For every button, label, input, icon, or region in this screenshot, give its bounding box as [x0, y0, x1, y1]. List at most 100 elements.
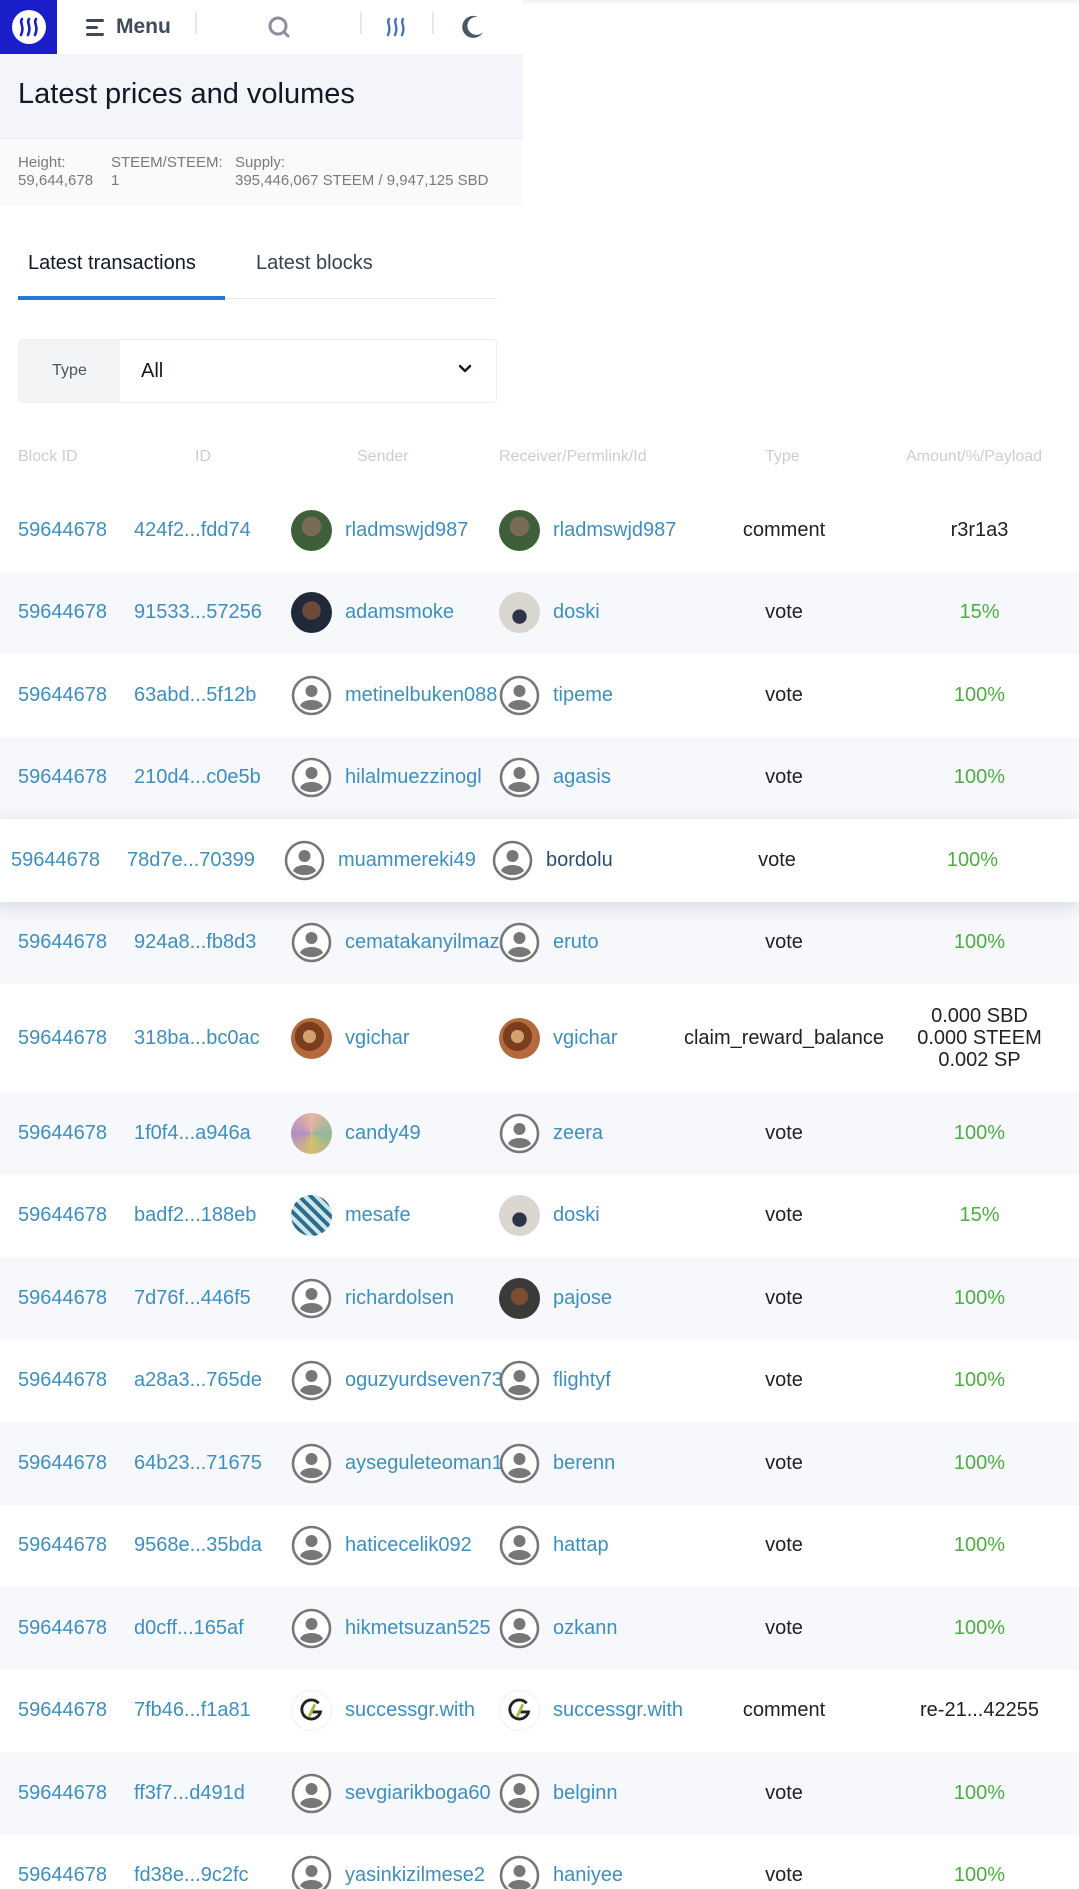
table-row[interactable]: 59644678 318ba...bc0ac vgichar vgichar claim… [0, 984, 1079, 1092]
table-row[interactable]: 59644678 d0cff...165af hikmetsuzan525 ozkan… [0, 1587, 1079, 1670]
transaction-id-link[interactable]: d0cff...165af [134, 1616, 244, 1639]
receiver-avatar[interactable] [499, 1855, 540, 1889]
transaction-id-link[interactable]: 318ba...bc0ac [134, 1026, 260, 1049]
receiver-avatar[interactable] [499, 757, 540, 798]
receiver-link[interactable]: agasis [553, 766, 611, 789]
block-id-link[interactable]: 59644678 [18, 1781, 107, 1804]
sender-avatar[interactable] [284, 840, 325, 881]
sender-avatar[interactable] [291, 1608, 332, 1649]
sender-avatar[interactable] [291, 1112, 332, 1154]
table-row[interactable]: 59644678 9568e...35bda haticecelik092 hatta… [0, 1504, 1079, 1587]
receiver-link[interactable]: tipeme [553, 683, 614, 706]
sender-link[interactable]: rladmswjd987 [345, 518, 469, 541]
sender-avatar[interactable] [291, 1360, 332, 1401]
transaction-id-link[interactable]: 924a8...fb8d3 [134, 931, 257, 954]
sender-link[interactable]: cematakanyilmaz [345, 931, 500, 954]
block-id-link[interactable]: 59644678 [18, 683, 107, 706]
transaction-id-link[interactable]: 9568e...35bda [134, 1534, 262, 1557]
receiver-link[interactable]: pajose [553, 1286, 612, 1309]
table-row[interactable]: 59644678 1f0f4...a946a candy49 zeera vote 100… [0, 1092, 1079, 1175]
type-select[interactable]: All [120, 340, 496, 402]
receiver-link[interactable]: flightyf [553, 1369, 611, 1392]
tab-latest-blocks[interactable]: Latest blocks [256, 252, 373, 274]
receiver-avatar[interactable] [499, 509, 540, 551]
receiver-link[interactable]: eruto [553, 931, 599, 954]
transaction-id-link[interactable]: fd38e...9c2fc [134, 1864, 249, 1887]
table-row[interactable]: 59644678 63abd...5f12b metinelbuken088 tipe… [0, 654, 1079, 737]
transaction-id-link[interactable]: 78d7e...70399 [127, 848, 255, 871]
sender-avatar[interactable] [291, 1773, 332, 1814]
table-row[interactable]: 59644678 7d76f...446f5 richardolsen pajose v… [0, 1257, 1079, 1340]
block-id-link[interactable]: 59644678 [18, 931, 107, 954]
table-row[interactable]: 59644678 a28a3...765de oguzyurdseven735 fli… [0, 1339, 1079, 1422]
block-id-link[interactable]: 59644678 [18, 1286, 107, 1309]
sender-avatar[interactable] [291, 592, 332, 634]
table-row[interactable]: 59644678 424f2...fdd74 rladmswjd987 rladmsw… [0, 489, 1079, 572]
receiver-link[interactable]: hattap [553, 1534, 609, 1557]
sender-link[interactable]: metinelbuken088 [345, 683, 498, 706]
block-id-link[interactable]: 59644678 [18, 518, 107, 541]
table-row[interactable]: 59644678 64b23...71675 ayseguleteoman15 ber… [0, 1422, 1079, 1505]
transaction-id-link[interactable]: 63abd...5f12b [134, 683, 257, 706]
transaction-id-link[interactable]: 1f0f4...a946a [134, 1121, 251, 1144]
receiver-link[interactable]: rladmswjd987 [553, 518, 677, 541]
receiver-link[interactable]: ozkann [553, 1616, 618, 1639]
search-icon[interactable] [261, 9, 297, 45]
tab-latest-transactions[interactable]: Latest transactions [28, 252, 196, 274]
sender-link[interactable]: successgr.with [345, 1699, 476, 1722]
transaction-id-link[interactable]: 7fb46...f1a81 [134, 1699, 251, 1722]
sender-avatar[interactable] [291, 922, 332, 963]
receiver-link[interactable]: doski [553, 601, 600, 624]
steem-logo-icon[interactable] [0, 0, 57, 54]
receiver-avatar[interactable] [499, 922, 540, 963]
sender-avatar[interactable] [291, 1195, 332, 1237]
sender-avatar[interactable] [291, 757, 332, 798]
receiver-avatar[interactable] [499, 1690, 540, 1732]
block-id-link[interactable]: 59644678 [11, 848, 100, 871]
block-id-link[interactable]: 59644678 [18, 1451, 107, 1474]
sender-avatar[interactable] [291, 1690, 332, 1732]
block-id-link[interactable]: 59644678 [18, 1121, 107, 1144]
block-id-link[interactable]: 59644678 [18, 1204, 107, 1227]
transaction-id-link[interactable]: ff3f7...d491d [134, 1781, 245, 1804]
steem-icon[interactable] [378, 9, 414, 45]
sender-avatar[interactable] [291, 1278, 332, 1319]
receiver-link[interactable]: bordolu [546, 848, 613, 871]
block-id-link[interactable]: 59644678 [18, 1534, 107, 1557]
transaction-id-link[interactable]: 424f2...fdd74 [134, 518, 251, 541]
receiver-link[interactable]: belginn [553, 1781, 618, 1804]
sender-link[interactable]: mesafe [345, 1204, 411, 1227]
sender-link[interactable]: hilalmuezzinogl [345, 766, 482, 789]
receiver-avatar[interactable] [499, 1017, 540, 1059]
moon-icon[interactable] [455, 9, 491, 45]
receiver-avatar[interactable] [499, 1773, 540, 1814]
sender-link[interactable]: richardolsen [345, 1286, 454, 1309]
receiver-avatar[interactable] [499, 1277, 540, 1319]
receiver-link[interactable]: berenn [553, 1451, 616, 1474]
receiver-avatar[interactable] [499, 675, 540, 716]
sender-link[interactable]: ayseguleteoman15 [345, 1451, 502, 1474]
table-row[interactable]: 59644678 7fb46...f1a81 successgr.with succe… [0, 1669, 1079, 1752]
table-row[interactable]: 59644678 ff3f7...d491d sevgiarikboga60 belg… [0, 1752, 1079, 1835]
transaction-id-link[interactable]: 91533...57256 [134, 601, 262, 624]
receiver-avatar[interactable] [499, 1195, 540, 1237]
receiver-link[interactable]: haniyee [553, 1864, 624, 1887]
table-row[interactable]: 59644678 210d4...c0e5b hilalmuezzinogl agas… [0, 736, 1079, 819]
receiver-link[interactable]: successgr.with [553, 1699, 684, 1722]
block-id-link[interactable]: 59644678 [18, 1699, 107, 1722]
receiver-avatar[interactable] [499, 1608, 540, 1649]
table-row[interactable]: 59644678 924a8...fb8d3 cematakanyilmaz erut… [0, 901, 1079, 984]
receiver-avatar[interactable] [499, 1360, 540, 1401]
sender-link[interactable]: candy49 [345, 1121, 421, 1144]
receiver-link[interactable]: zeera [553, 1121, 604, 1144]
sender-link[interactable]: vgichar [345, 1026, 410, 1049]
block-id-link[interactable]: 59644678 [18, 766, 107, 789]
receiver-avatar[interactable] [499, 1113, 540, 1154]
sender-link[interactable]: muammereki49 [338, 848, 476, 871]
menu-button[interactable]: Menu [86, 8, 171, 46]
sender-avatar[interactable] [291, 1443, 332, 1484]
block-id-link[interactable]: 59644678 [18, 601, 107, 624]
transaction-id-link[interactable]: badf2...188eb [134, 1204, 257, 1227]
sender-link[interactable]: oguzyurdseven735 [345, 1369, 502, 1392]
sender-link[interactable]: adamsmoke [345, 601, 454, 624]
